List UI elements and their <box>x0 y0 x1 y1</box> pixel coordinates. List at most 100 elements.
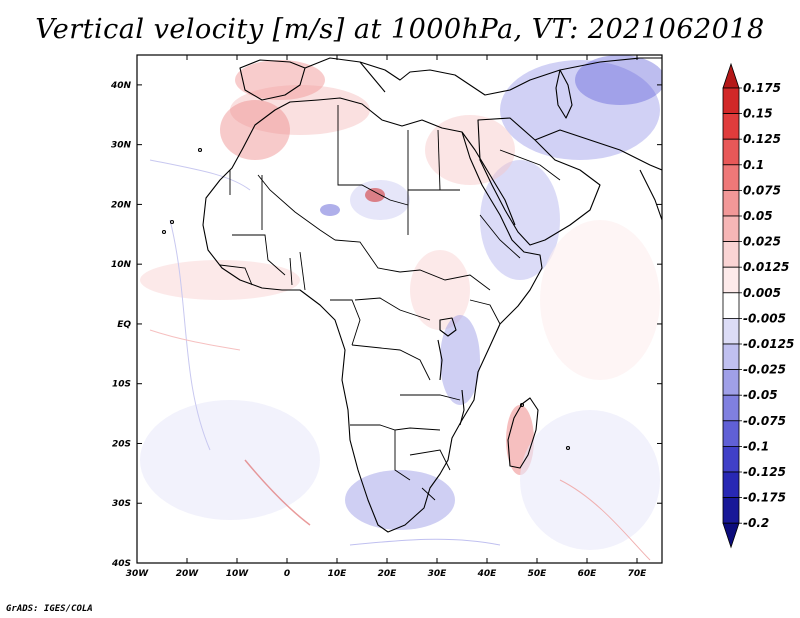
colorbar-segment <box>722 343 740 371</box>
field-patch <box>500 60 660 160</box>
iran-coastline <box>534 129 662 171</box>
colorbar-label: 0.0125 <box>743 260 789 274</box>
lon-label: 40E <box>477 569 498 579</box>
field-patch <box>520 410 660 550</box>
lat-label: 10N <box>111 260 132 270</box>
border <box>499 149 561 181</box>
india-coastline <box>639 169 662 221</box>
field-patch <box>540 220 660 380</box>
lake-malawi <box>459 389 465 426</box>
madagascar-coastline <box>507 397 539 469</box>
lat-label: 30N <box>111 141 132 151</box>
colorbar-label: 0.05 <box>743 209 773 223</box>
island <box>565 445 571 451</box>
chart-title: Vertical velocity [m/s] at 1000hPa, VT: … <box>35 14 765 45</box>
lon-label: 30W <box>126 569 150 579</box>
colorbar-label: -0.125 <box>743 465 786 479</box>
grads-credit: GrADS: IGES/COLA <box>6 604 93 614</box>
field-streak <box>149 329 241 351</box>
field-patch <box>140 260 300 300</box>
border <box>232 234 286 276</box>
colorbar-label: 0.1 <box>743 158 764 172</box>
colorbar-label: 0.025 <box>743 235 781 249</box>
lat-label: EQ <box>117 320 131 330</box>
colorbar-segment <box>722 369 740 396</box>
lat-label: 20N <box>111 200 132 210</box>
field-patch <box>345 470 455 530</box>
lat-label: 40S <box>111 559 131 569</box>
border <box>469 299 501 325</box>
colorbar-top-arrow <box>722 62 740 89</box>
colorbar-label: -0.175 <box>743 491 786 505</box>
lon-label: 0 <box>284 569 290 579</box>
longitude-axis: 30W 20W 10W 0 10E 20E 30E 40E 50E 60E 70E <box>126 55 647 579</box>
border <box>479 214 521 259</box>
island <box>197 147 203 153</box>
island <box>519 402 525 408</box>
colorbar: 0.175 0.15 0.125 0.1 0.075 0.05 0.025 0.0125 0.0… <box>722 62 794 549</box>
colorbar-label: -0.025 <box>743 363 786 377</box>
colorbar-segment <box>722 497 740 524</box>
country-borders <box>219 105 561 501</box>
colorbar-label: -0.005 <box>743 311 786 325</box>
lon-label: 10E <box>328 569 348 579</box>
border <box>219 264 253 286</box>
lat-label: 10S <box>112 380 131 390</box>
colorbar-label: 0.075 <box>743 183 781 197</box>
field-patch <box>410 250 470 330</box>
colorbar-segment <box>722 420 740 447</box>
field-patch <box>575 55 662 105</box>
border <box>399 269 491 291</box>
lat-label: 40N <box>110 81 132 91</box>
lon-label: 50E <box>528 569 548 579</box>
colorbar-segment <box>722 292 740 319</box>
colorbar-label: -0.2 <box>743 516 769 530</box>
border <box>330 299 361 346</box>
latitude-axis: 40N 30N 20N 10N EQ 10S 20S 30S 40S <box>110 81 662 569</box>
field-streak <box>244 459 311 526</box>
colorbar-segment <box>722 445 740 473</box>
colorbar-label: 0.15 <box>743 107 773 121</box>
red-sea-coast <box>461 131 516 226</box>
coastlines <box>161 57 662 533</box>
field-patch <box>220 100 290 160</box>
field-streak <box>349 538 501 546</box>
lon-label: 20W <box>176 569 200 579</box>
border <box>334 239 401 273</box>
field-patch <box>320 204 340 216</box>
island <box>161 229 167 235</box>
border <box>409 449 451 471</box>
border <box>354 297 431 321</box>
colorbar-bottom-arrow <box>722 522 740 549</box>
italy-coastline <box>359 61 386 93</box>
colorbar-segment <box>722 215 740 243</box>
lon-label: 30E <box>428 569 448 579</box>
colorbar-segment <box>722 241 740 268</box>
border <box>437 129 441 191</box>
field-streak <box>559 479 651 561</box>
arabia-coastline <box>477 117 601 246</box>
border <box>421 487 436 501</box>
colorbar-label: 0.005 <box>743 286 781 300</box>
field-patch <box>425 115 515 185</box>
lon-label: 60E <box>578 569 598 579</box>
africa-coastline <box>202 97 543 533</box>
field-streak <box>169 219 211 451</box>
colorbar-segment <box>722 138 740 166</box>
colorbar-segment <box>722 113 740 140</box>
border <box>337 105 409 206</box>
lat-label: 20S <box>112 439 131 449</box>
colorbar-segment <box>722 394 740 422</box>
field-patch <box>365 188 385 202</box>
border <box>394 430 411 481</box>
colorbar-label: -0.1 <box>743 439 769 453</box>
caspian-coastline <box>555 69 573 119</box>
colorbar-segment <box>722 266 740 294</box>
field-patch <box>140 400 320 520</box>
field-patch <box>440 315 480 405</box>
lon-label: 70E <box>628 569 648 579</box>
island <box>169 219 175 225</box>
border <box>351 344 431 381</box>
border <box>257 174 336 241</box>
